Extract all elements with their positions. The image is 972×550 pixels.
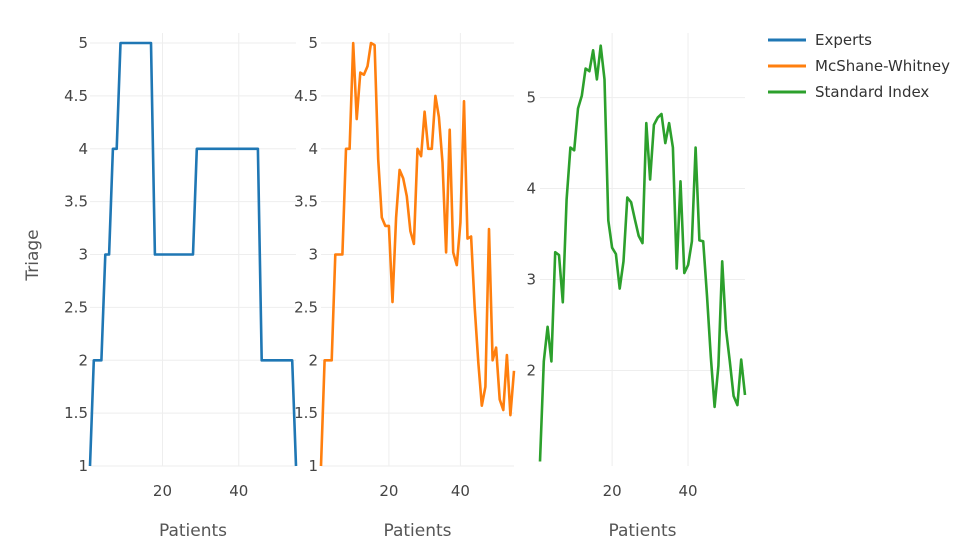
y-tick-label: 1.5 [294, 404, 318, 422]
x-tick-label: 40 [229, 482, 248, 500]
y-tick-label: 4 [78, 140, 88, 158]
y-tick-label: 1 [308, 457, 318, 475]
series-line-3 [538, 44, 747, 462]
legend-item[interactable]: McShane-Whitney [768, 57, 950, 75]
y-tick-label: 1 [78, 457, 88, 475]
y-tick-label: 4 [526, 180, 536, 198]
y-tick-label: 4.5 [294, 87, 318, 105]
x-tick-label: 40 [451, 482, 470, 500]
y-tick-label: 4.5 [64, 87, 88, 105]
y-tick-label: 2.5 [294, 298, 318, 316]
y-tick-label: 2.5 [64, 298, 88, 316]
y-tick-label: 5 [526, 89, 536, 107]
legend: Experts McShane-Whitney Standard Index [768, 31, 950, 101]
legend-item[interactable]: Experts [768, 31, 872, 49]
y-axis-title: Triage [23, 229, 43, 281]
y-tick-label: 2 [526, 361, 536, 379]
x-tick-label: 20 [379, 482, 398, 500]
subplot-2: 1 1.5 2 2.5 3 3.5 4 4.5 5 20 40 Patients [294, 33, 516, 541]
x-tick-label: 20 [603, 482, 622, 500]
x-tick-label: 40 [679, 482, 698, 500]
y-tick-label: 4 [308, 140, 318, 158]
subplot-3: 2 3 4 5 20 40 Patients [526, 33, 747, 541]
series-line-1 [88, 41, 298, 467]
y-tick-label: 3 [308, 246, 318, 264]
y-tick-label: 3 [526, 271, 536, 289]
y-tick-label: 5 [78, 34, 88, 52]
y-tick-label: 3 [78, 246, 88, 264]
y-tick-label: 3.5 [64, 193, 88, 211]
y-tick-label: 2 [308, 351, 318, 369]
legend-item[interactable]: Standard Index [768, 83, 929, 101]
y-tick-label: 5 [308, 34, 318, 52]
y-tick-label: 2 [78, 351, 88, 369]
x-axis-title: Patients [383, 521, 451, 541]
y-tick-label: 1.5 [64, 404, 88, 422]
subplot-1: 1 1.5 2 2.5 3 3.5 4 4.5 5 20 40 Patients [64, 33, 298, 541]
y-tick-label: 3.5 [294, 193, 318, 211]
legend-label: Standard Index [815, 83, 929, 101]
x-tick-label: 20 [153, 482, 172, 500]
x-axis-title: Patients [608, 521, 676, 541]
legend-label: McShane-Whitney [815, 57, 950, 75]
x-axis-title: Patients [159, 521, 227, 541]
series-line-2 [319, 41, 516, 467]
legend-label: Experts [815, 31, 872, 49]
